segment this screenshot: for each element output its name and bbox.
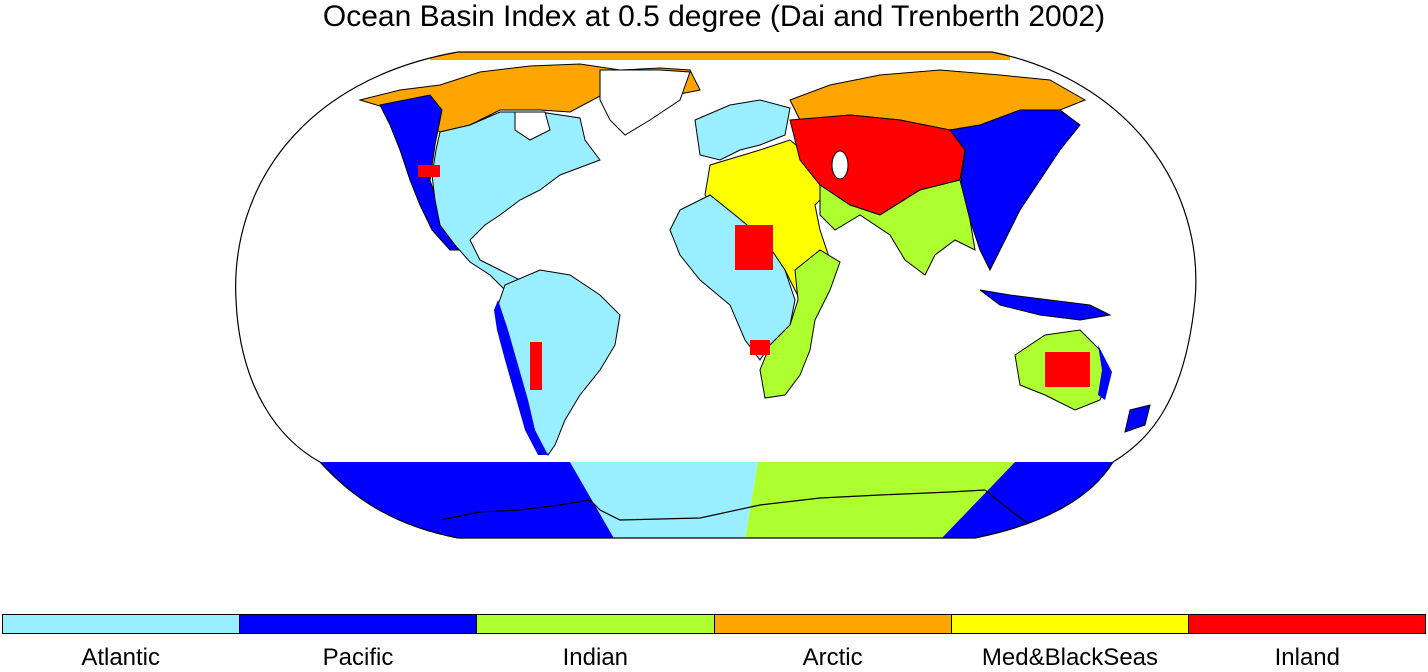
hudson-bay bbox=[514, 111, 551, 141]
antarctic-atlantic bbox=[570, 462, 758, 538]
legend-colorbar bbox=[2, 614, 1426, 634]
world-map bbox=[235, 51, 1197, 539]
south-america-pacific bbox=[494, 300, 548, 455]
inland-australia bbox=[1045, 352, 1090, 387]
asia-indian bbox=[819, 179, 976, 276]
globe-outline bbox=[235, 51, 1197, 539]
antarctic-indian bbox=[745, 462, 1015, 538]
legend-label-inland: Inland bbox=[1274, 644, 1340, 671]
legend-swatch-med-black-seas bbox=[951, 615, 1189, 633]
caspian-sea bbox=[831, 150, 849, 180]
inland-kalahari bbox=[750, 340, 770, 355]
legend-label-med-black-seas: Med&BlackSeas bbox=[981, 644, 1159, 671]
legend-swatch-atlantic bbox=[3, 615, 241, 633]
inland-sahel bbox=[735, 225, 773, 270]
europe-atlantic bbox=[694, 99, 791, 161]
legend-label-pacific: Pacific bbox=[322, 644, 394, 671]
antarctic-pacific-west bbox=[300, 462, 615, 538]
legend-swatch-inland bbox=[1188, 615, 1426, 633]
africa-indian bbox=[759, 249, 841, 399]
map-title: Ocean Basin Index at 0.5 degree (Dai and… bbox=[322, 0, 1106, 33]
new-zealand bbox=[1124, 404, 1151, 433]
legend-label-arctic: Arctic bbox=[802, 644, 863, 671]
antarctic-coast bbox=[439, 489, 1031, 526]
legend-swatch-indian bbox=[477, 615, 715, 633]
australia-pacific bbox=[1098, 345, 1112, 400]
legend-swatch-arctic bbox=[714, 615, 952, 633]
legend-labels: Atlantic Pacific Indian Arctic Med&Black… bbox=[2, 644, 1426, 672]
inland-altiplano bbox=[530, 342, 542, 390]
greenland bbox=[599, 69, 691, 136]
legend-swatch-pacific bbox=[240, 615, 478, 633]
indonesia bbox=[979, 289, 1112, 321]
arctic-cap bbox=[430, 52, 1010, 60]
legend-label-indian: Indian bbox=[562, 644, 629, 671]
inland-great-basin bbox=[418, 165, 440, 177]
north-america-atlantic bbox=[431, 111, 601, 291]
legend-label-atlantic: Atlantic bbox=[81, 644, 161, 671]
